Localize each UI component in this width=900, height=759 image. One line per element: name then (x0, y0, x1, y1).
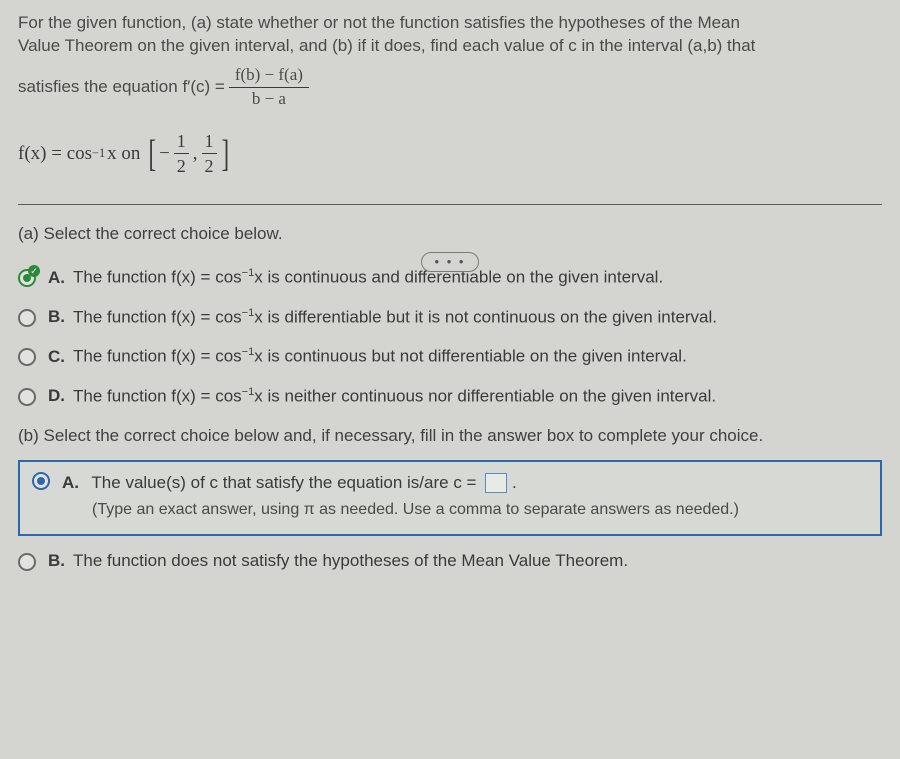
interval-neg: − (159, 141, 170, 167)
choice-text: The function f(x) = cos−1x is neither co… (73, 385, 716, 409)
choice-d[interactable]: D. The function f(x) = cos−1x is neither… (18, 385, 882, 409)
divider (18, 204, 882, 205)
choice-text: The value(s) of c that satisfy the equat… (91, 473, 476, 492)
radio-c[interactable] (18, 348, 36, 366)
choice-letter: D. (48, 385, 65, 408)
choice-text: The function f(x) = cos−1x is continuous… (73, 345, 687, 369)
part-a-choices: ✓ A. The function f(x) = cos−1x is conti… (18, 266, 882, 408)
choice-letter: B. (48, 550, 65, 573)
problem-line-2: Value Theorem on the given interval, and… (18, 35, 882, 58)
problem-line-3: satisfies the equation f′(c) = f(b) − f(… (18, 64, 882, 111)
radio-d[interactable] (18, 388, 36, 406)
equation-prefix: satisfies the equation f′(c) = (18, 76, 225, 99)
radio-part-b-b[interactable] (18, 553, 36, 571)
choice-text: The function f(x) = cos−1x is continuous… (73, 266, 663, 290)
choice-letter: C. (48, 346, 65, 369)
radio-part-b-a[interactable] (32, 472, 50, 490)
bracket-left-icon: [ (149, 135, 157, 173)
choice-text: The function f(x) = cos−1x is differenti… (73, 306, 717, 330)
interval-sep: , (193, 141, 198, 167)
part-b-choice-b[interactable]: B. The function does not satisfy the hyp… (18, 550, 882, 573)
problem-line-1: For the given function, (a) state whethe… (18, 12, 882, 35)
interval-a: 1 2 (174, 129, 189, 179)
choice-letter: A. (62, 473, 79, 492)
interval-b: 1 2 (202, 129, 217, 179)
part-b-prompt: (b) Select the correct choice below and,… (18, 425, 882, 448)
choice-letter: A. (48, 267, 65, 290)
bracket-right-icon: ] (221, 135, 229, 173)
choice-letter: B. (48, 306, 65, 329)
fn-mid: x on (107, 141, 140, 167)
problem-statement: For the given function, (a) state whethe… (18, 12, 882, 111)
fn-exponent: −1 (92, 145, 105, 162)
choice-b[interactable]: B. The function f(x) = cos−1x is differe… (18, 306, 882, 330)
choice-c[interactable]: C. The function f(x) = cos−1x is continu… (18, 345, 882, 369)
fraction-denominator: b − a (229, 88, 309, 111)
radio-a[interactable]: ✓ (18, 269, 36, 287)
answer-input[interactable] (485, 473, 507, 493)
expand-icon[interactable]: • • • (421, 252, 479, 272)
choice-text: The function does not satisfy the hypoth… (73, 550, 628, 573)
fn-left: f(x) = cos (18, 141, 92, 167)
check-icon: ✓ (28, 265, 40, 277)
answer-hint: (Type an exact answer, using π as needed… (92, 499, 739, 521)
radio-b[interactable] (18, 309, 36, 327)
equation-fraction: f(b) − f(a) b − a (229, 64, 309, 111)
part-b-choice-a[interactable]: A. The value(s) of c that satisfy the eq… (18, 460, 882, 537)
fraction-numerator: f(b) − f(a) (229, 64, 309, 88)
part-a-prompt: (a) Select the correct choice below. (18, 223, 882, 246)
function-definition: f(x) = cos −1 x on [ − 1 2 , 1 2 ] (18, 129, 882, 179)
